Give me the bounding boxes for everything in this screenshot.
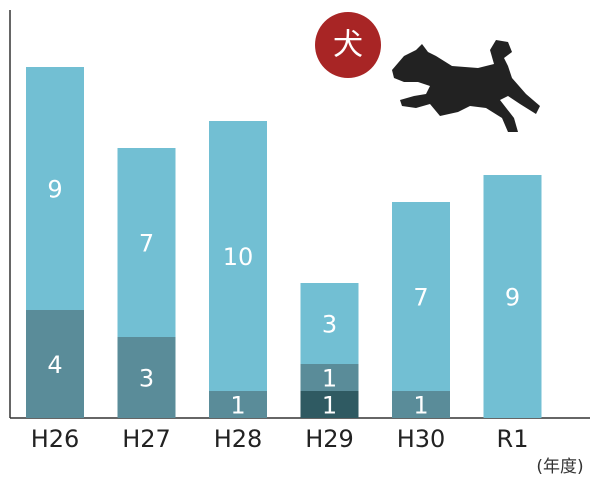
dog-silhouette (392, 40, 540, 132)
x-tick-label: H29 (305, 425, 354, 453)
bar-segment (392, 391, 450, 418)
value-label: 9 (47, 176, 62, 204)
value-label: 1 (413, 392, 428, 420)
x-tick-label: H30 (397, 425, 446, 453)
bar-segment (117, 148, 176, 337)
bar-segment (26, 310, 84, 418)
bar-segment (300, 283, 359, 364)
bar-segment (209, 121, 267, 391)
value-label: 10 (223, 243, 254, 271)
value-label: 9 (505, 284, 520, 312)
value-label: 7 (139, 230, 154, 258)
bar-segment (209, 391, 267, 418)
value-label: 1 (322, 392, 337, 420)
x-axis-label: (年度) (536, 457, 583, 477)
value-label: 3 (322, 311, 337, 339)
x-tick-label: H26 (31, 425, 80, 453)
bar-segment (300, 391, 359, 418)
bar-segment (117, 337, 176, 418)
value-label: 1 (322, 365, 337, 393)
value-label: 4 (47, 351, 62, 379)
bar-segment (26, 67, 84, 310)
value-label: 1 (230, 392, 245, 420)
badge (315, 12, 381, 78)
x-tick-label: H28 (214, 425, 263, 453)
value-label: 3 (139, 365, 154, 393)
value-label: 7 (413, 284, 428, 312)
x-tick-label: H27 (122, 425, 171, 453)
bar-segment (483, 175, 542, 418)
x-tick-label: R1 (497, 425, 529, 453)
badge-label: 犬 (333, 28, 363, 63)
bar-segment (392, 202, 450, 391)
bar-segment (300, 364, 359, 391)
